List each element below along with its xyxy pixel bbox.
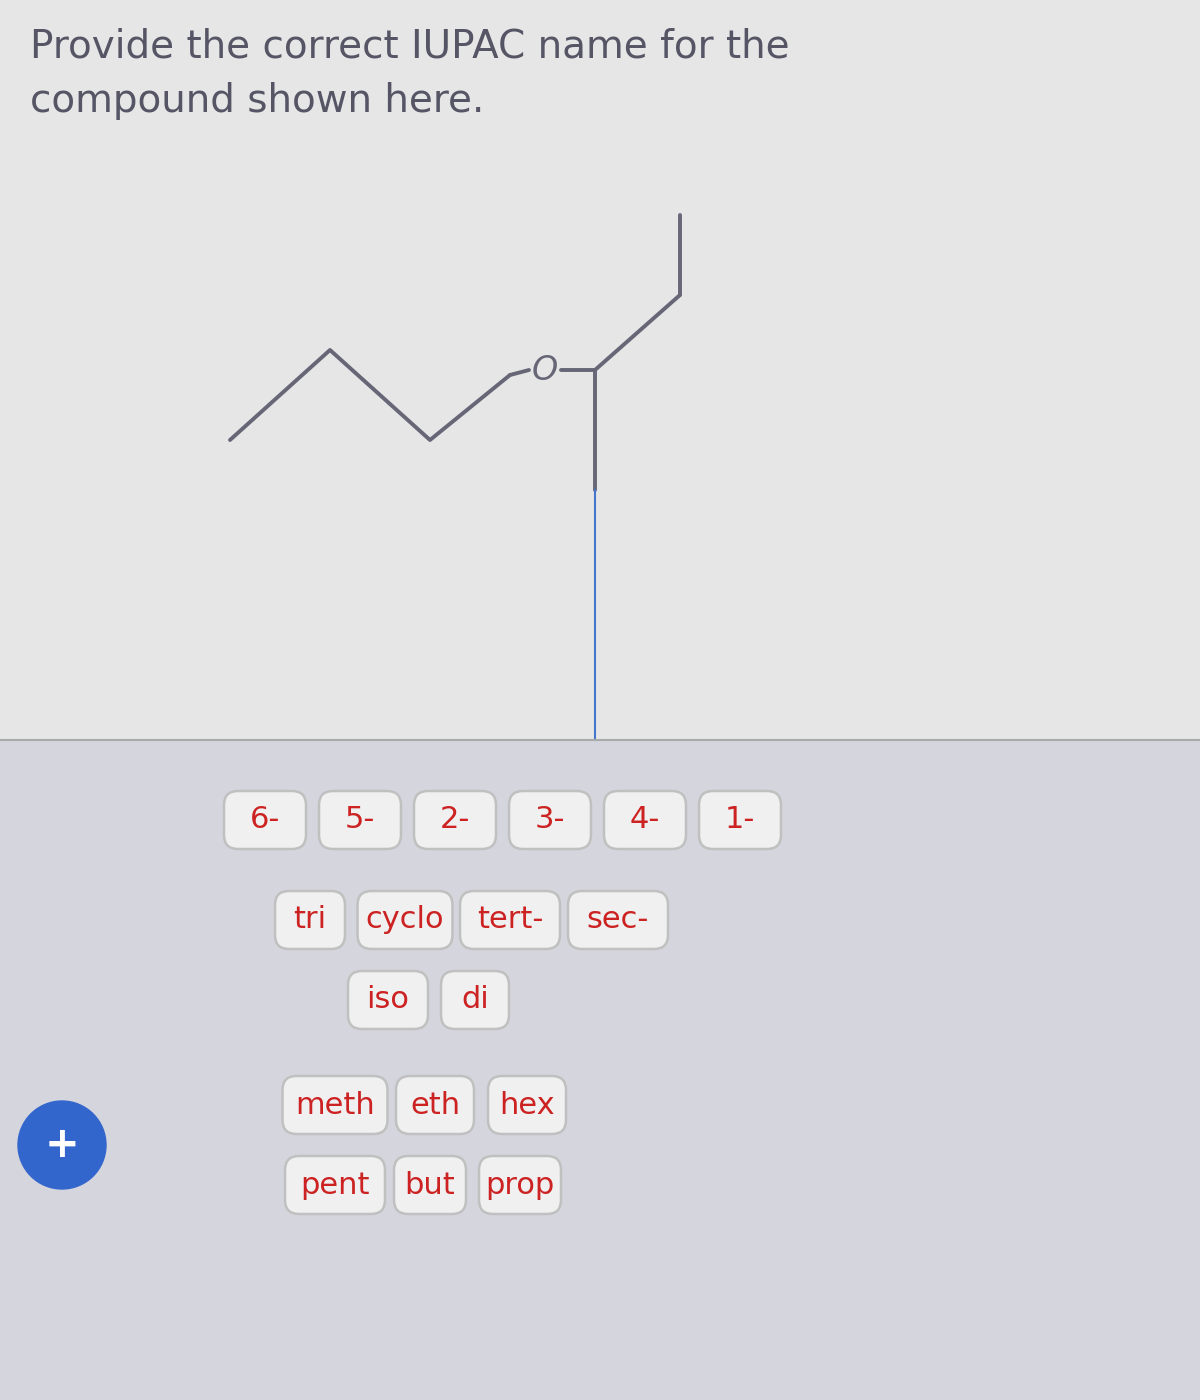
FancyBboxPatch shape bbox=[460, 890, 560, 949]
FancyBboxPatch shape bbox=[698, 791, 781, 848]
Text: O: O bbox=[532, 353, 558, 386]
Text: iso: iso bbox=[366, 986, 409, 1015]
Text: hex: hex bbox=[499, 1091, 554, 1120]
Text: 4-: 4- bbox=[630, 805, 660, 834]
Text: 3-: 3- bbox=[535, 805, 565, 834]
FancyBboxPatch shape bbox=[396, 1077, 474, 1134]
FancyBboxPatch shape bbox=[394, 1156, 466, 1214]
Text: 1-: 1- bbox=[725, 805, 755, 834]
Text: 2-: 2- bbox=[440, 805, 470, 834]
Text: di: di bbox=[461, 986, 488, 1015]
FancyBboxPatch shape bbox=[282, 1077, 388, 1134]
Text: prop: prop bbox=[485, 1170, 554, 1200]
Text: compound shown here.: compound shown here. bbox=[30, 83, 485, 120]
FancyBboxPatch shape bbox=[442, 972, 509, 1029]
FancyBboxPatch shape bbox=[488, 1077, 566, 1134]
Circle shape bbox=[18, 1100, 106, 1189]
Text: meth: meth bbox=[295, 1091, 374, 1120]
Bar bbox=[0, 0, 1200, 741]
FancyBboxPatch shape bbox=[275, 890, 346, 949]
FancyBboxPatch shape bbox=[224, 791, 306, 848]
Text: cyclo: cyclo bbox=[366, 906, 444, 935]
FancyBboxPatch shape bbox=[348, 972, 428, 1029]
Text: sec-: sec- bbox=[587, 906, 649, 935]
FancyBboxPatch shape bbox=[479, 1156, 562, 1214]
Text: Provide the correct IUPAC name for the: Provide the correct IUPAC name for the bbox=[30, 28, 790, 66]
FancyBboxPatch shape bbox=[568, 890, 668, 949]
FancyBboxPatch shape bbox=[319, 791, 401, 848]
Text: 6-: 6- bbox=[250, 805, 280, 834]
Text: tri: tri bbox=[294, 906, 326, 935]
FancyBboxPatch shape bbox=[286, 1156, 385, 1214]
FancyBboxPatch shape bbox=[509, 791, 592, 848]
FancyBboxPatch shape bbox=[414, 791, 496, 848]
FancyBboxPatch shape bbox=[604, 791, 686, 848]
Text: +: + bbox=[44, 1124, 79, 1166]
Bar bbox=[0, 741, 1200, 1400]
Text: tert-: tert- bbox=[476, 906, 544, 935]
Text: eth: eth bbox=[410, 1091, 460, 1120]
Text: but: but bbox=[404, 1170, 455, 1200]
Text: 5-: 5- bbox=[344, 805, 376, 834]
Text: pent: pent bbox=[300, 1170, 370, 1200]
FancyBboxPatch shape bbox=[358, 890, 452, 949]
